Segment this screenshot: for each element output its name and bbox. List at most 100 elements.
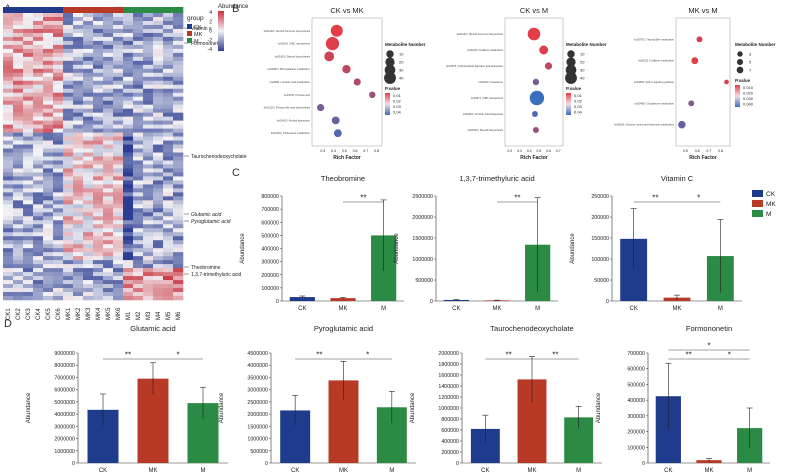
- heatmap-cell: [123, 32, 134, 38]
- heatmap-cell: [113, 176, 124, 181]
- bar-x-tick: CK: [629, 306, 637, 312]
- bar-legend-swatch: [752, 200, 763, 207]
- bubble-size-legend-label: 5: [749, 60, 752, 65]
- heatmap-cell: [53, 288, 64, 293]
- heatmap-cell: [123, 44, 134, 50]
- heatmap-cell: [43, 112, 54, 117]
- heatmap-cell: [153, 204, 164, 209]
- heatmap-cell: [53, 184, 64, 189]
- heatmap-cell: [173, 252, 184, 257]
- heatmap-scale-tick: -4: [208, 47, 213, 53]
- heatmap-cell: [83, 156, 94, 161]
- bubble-size-legend-dot: [386, 50, 394, 58]
- bar-y-tick: 500000: [250, 449, 268, 455]
- heatmap-cell: [153, 80, 164, 86]
- heatmap-cell: [123, 212, 134, 217]
- heatmap-cell: [123, 36, 134, 42]
- heatmap-cell: [73, 252, 84, 257]
- heatmap-cell: [73, 68, 84, 74]
- heatmap-cell: [83, 292, 94, 297]
- heatmap-cell: [43, 296, 54, 301]
- bubble-p-legend-title: P.value: [385, 86, 401, 91]
- heatmap-cell: [93, 216, 104, 221]
- heatmap-cell: [13, 168, 24, 173]
- heatmap-cell: [63, 172, 74, 177]
- heatmap-cell: [93, 104, 104, 109]
- heatmap-cell: [103, 16, 114, 22]
- heatmap-cell: [63, 184, 74, 189]
- heatmap-cell: [43, 104, 54, 109]
- heatmap-cell: [33, 180, 44, 185]
- heatmap-cell: [153, 164, 164, 169]
- heatmap-cell: [13, 136, 24, 141]
- heatmap-cell: [143, 13, 154, 18]
- heatmap-cell: [73, 200, 84, 205]
- heatmap-cell: [153, 140, 164, 145]
- heatmap-cell: [23, 104, 34, 109]
- heatmap-cell: [153, 292, 164, 297]
- heatmap-cell: [113, 88, 124, 94]
- heatmap-cell: [153, 236, 164, 241]
- heatmap-cell: [13, 236, 24, 241]
- heatmap-cell: [53, 164, 64, 169]
- heatmap-cell: [133, 292, 144, 297]
- heatmap-cell: [113, 220, 124, 225]
- heatmap-cell: [123, 224, 134, 229]
- heatmap-cell: [53, 188, 64, 193]
- heatmap-cell: [63, 140, 74, 145]
- heatmap-cell: [153, 200, 164, 205]
- heatmap-cell: [43, 252, 54, 257]
- bubble-p-legend-tick: 0.03: [574, 104, 583, 109]
- heatmap-cell: [93, 164, 104, 169]
- heatmap-cell: [173, 188, 184, 193]
- heatmap-cell: [33, 208, 44, 213]
- heatmap-cell: [113, 96, 124, 101]
- heatmap-cell: [3, 120, 14, 125]
- heatmap-cell: [153, 13, 164, 18]
- heatmap-cell: [123, 268, 134, 273]
- heatmap-cell: [43, 284, 54, 289]
- bar-x-tick: MK: [339, 306, 348, 312]
- heatmap-cell: [3, 276, 14, 281]
- heatmap-cell: [83, 160, 94, 165]
- heatmap-cell: [93, 68, 104, 74]
- heatmap-cell: [113, 112, 124, 117]
- bubble-p-legend-tick: 0.010: [743, 85, 754, 90]
- heatmap-cell: [163, 24, 174, 30]
- heatmap-cell: [43, 224, 54, 229]
- heatmap-cell: [143, 200, 154, 205]
- heatmap-cell: [23, 268, 34, 273]
- heatmap-cell: [143, 228, 154, 233]
- heatmap-cell: [33, 140, 44, 145]
- heatmap-cell: [143, 128, 154, 133]
- heatmap-cell: [173, 140, 184, 145]
- heatmap-cell: [83, 240, 94, 245]
- heatmap-cell: [93, 24, 104, 30]
- bar-y-tick: 4000000: [54, 412, 75, 418]
- heatmap-cell: [163, 60, 174, 66]
- bubble-p-legend-tick: 0.04: [574, 110, 583, 115]
- heatmap-cell: [33, 36, 44, 42]
- heatmap-cell: [93, 212, 104, 217]
- heatmap-group-cell: [3, 7, 14, 13]
- heatmap-cell: [3, 208, 14, 213]
- heatmap-cell: [23, 192, 34, 197]
- heatmap-cell: [13, 176, 24, 181]
- heatmap-cell: [123, 112, 134, 117]
- bubble-x-tick: 0.6: [546, 149, 551, 153]
- heatmap-cell: [133, 192, 144, 197]
- bubble-size-legend-label: 10: [399, 52, 404, 57]
- bar-y-tick: 200000: [591, 215, 609, 221]
- heatmap-cell: [73, 244, 84, 249]
- heatmap-cell: [43, 96, 54, 101]
- bar-y-tick: 5000000: [54, 400, 75, 406]
- heatmap-cell: [143, 112, 154, 117]
- heatmap-cell: [133, 200, 144, 205]
- heatmap-cell: [33, 264, 44, 269]
- heatmap-cell: [153, 188, 164, 193]
- heatmap-group-cell: [53, 7, 64, 13]
- heatmap-cell: [43, 292, 54, 297]
- heatmap-cell: [43, 180, 54, 185]
- heatmap-cell: [3, 204, 14, 209]
